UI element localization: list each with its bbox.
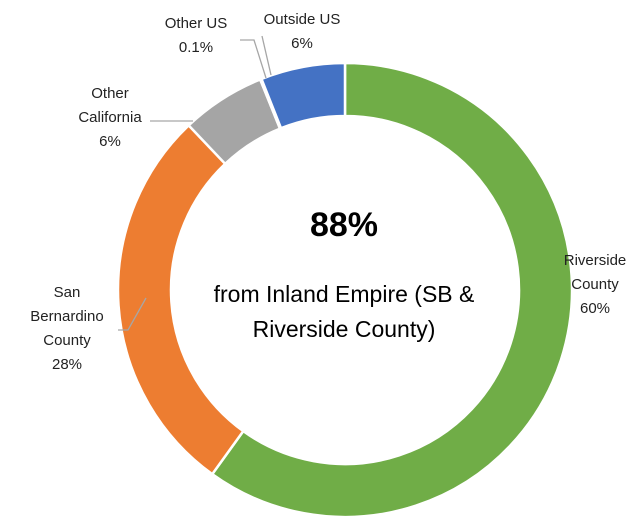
data-label-san-bernardino-county-line-2: Bernardino — [30, 308, 103, 325]
center-text-line-1: from Inland Empire (SB & — [214, 281, 475, 307]
data-label-other-us-line-2: 0.1% — [179, 39, 213, 56]
data-label-outside-us-line-1: Outside US — [264, 11, 341, 28]
center-text-line-2: Riverside County) — [253, 316, 436, 342]
data-label-other-california-line-1: Other — [91, 85, 129, 102]
leader-line-outside-us — [261, 35, 272, 76]
leader-line-san-bernardino-county — [118, 297, 147, 331]
data-label-riverside-county-line-3: 60% — [580, 300, 610, 317]
data-label-riverside-county-line-2: County — [571, 276, 619, 293]
data-label-other-california-line-3: 6% — [99, 133, 121, 150]
leader-lines — [118, 35, 272, 331]
data-label-san-bernardino-county-line-1: San — [54, 284, 81, 301]
slice-outside-us — [259, 61, 347, 130]
chart-slices — [116, 61, 574, 518]
data-label-san-bernardino-county-line-3: County — [43, 332, 91, 349]
data-label-other-california-line-2: California — [78, 109, 142, 126]
data-label-riverside-county-line-1: Riverside — [564, 252, 627, 269]
data-label-other-us-line-1: Other US — [165, 15, 228, 32]
slice-riverside-county — [210, 61, 574, 518]
data-label-outside-us-line-2: 6% — [291, 35, 313, 52]
center-value: 88% — [310, 206, 378, 244]
data-labels: Riverside County 60% San Bernardino County 28%… — [30, 11, 626, 373]
data-label-san-bernardino-county-line-4: 28% — [52, 356, 82, 373]
leader-line-other-us — [240, 39, 267, 79]
